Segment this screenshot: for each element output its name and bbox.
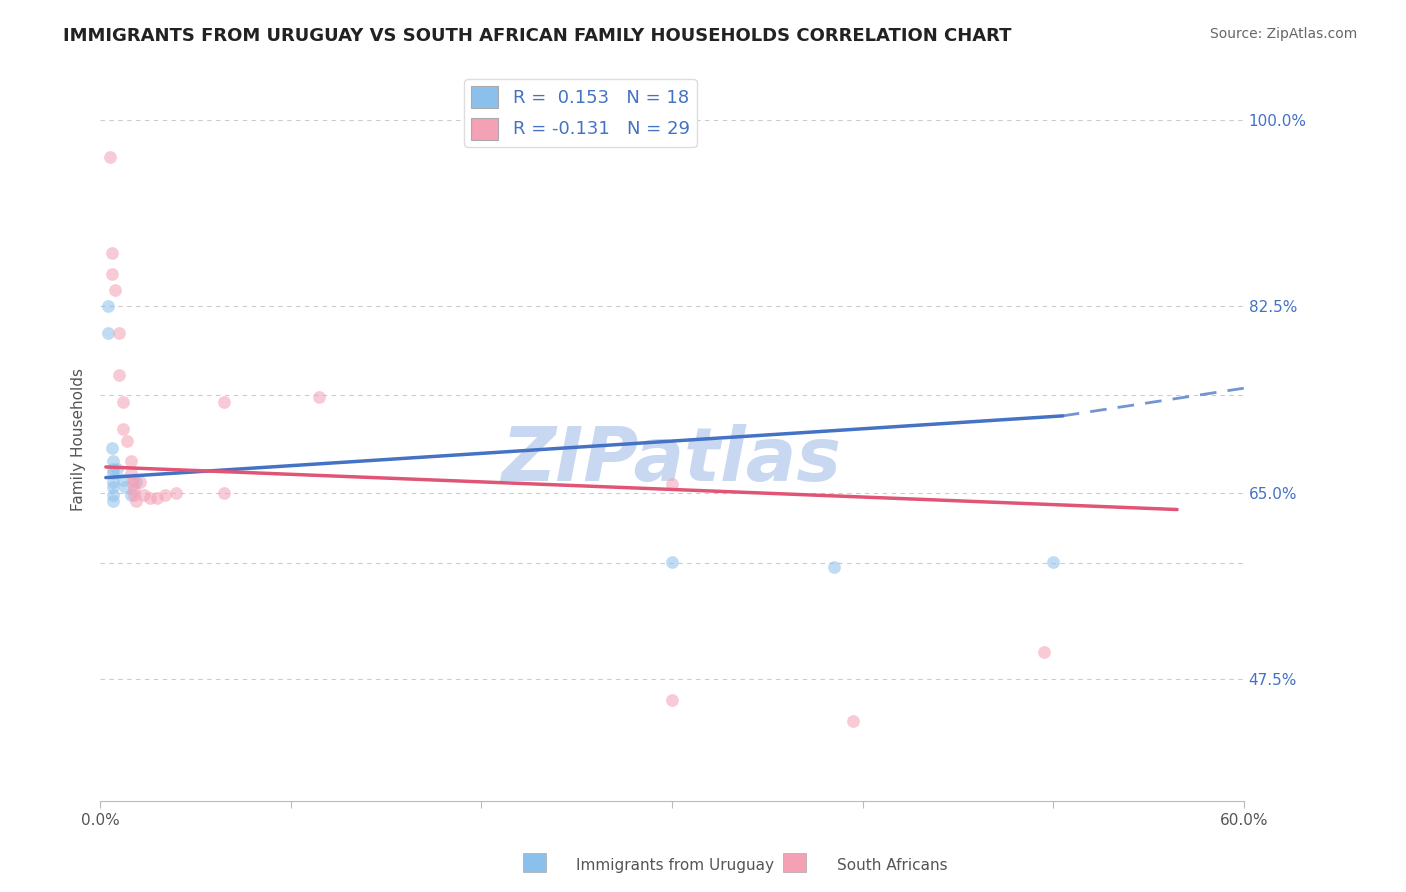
Point bbox=[114, 480, 136, 494]
Point bbox=[98, 150, 121, 164]
Point bbox=[1042, 555, 1064, 569]
Point bbox=[308, 390, 330, 404]
Text: South Africans: South Africans bbox=[837, 858, 948, 872]
Point bbox=[97, 326, 120, 340]
Legend: R =  0.153   N = 18, R = -0.131   N = 29: R = 0.153 N = 18, R = -0.131 N = 29 bbox=[464, 79, 697, 147]
Point bbox=[100, 268, 122, 282]
Point bbox=[103, 462, 125, 476]
Point bbox=[823, 560, 845, 574]
Point bbox=[111, 422, 134, 436]
Point bbox=[108, 368, 131, 383]
Point bbox=[124, 483, 146, 498]
Point bbox=[121, 473, 143, 487]
Point bbox=[111, 473, 134, 487]
Point bbox=[105, 462, 128, 476]
Point bbox=[97, 299, 120, 313]
Point bbox=[120, 467, 142, 481]
Point bbox=[108, 326, 131, 340]
Point bbox=[661, 555, 683, 569]
Point bbox=[111, 395, 134, 409]
Text: ZIPatlas: ZIPatlas bbox=[502, 425, 842, 498]
Point bbox=[103, 494, 125, 508]
Text: IMMIGRANTS FROM URUGUAY VS SOUTH AFRICAN FAMILY HOUSEHOLDS CORRELATION CHART: IMMIGRANTS FROM URUGUAY VS SOUTH AFRICAN… bbox=[63, 27, 1012, 45]
Point bbox=[100, 246, 122, 260]
Point bbox=[103, 453, 125, 467]
Point bbox=[661, 693, 683, 707]
Point bbox=[146, 491, 169, 505]
Point bbox=[842, 714, 865, 729]
Point bbox=[103, 467, 125, 481]
Point bbox=[1032, 645, 1054, 659]
Point bbox=[212, 395, 235, 409]
Point bbox=[153, 488, 176, 502]
Point bbox=[121, 477, 143, 491]
Point bbox=[120, 453, 142, 467]
Point bbox=[103, 480, 125, 494]
Point bbox=[165, 485, 187, 500]
Y-axis label: Family Households: Family Households bbox=[72, 368, 86, 511]
Point bbox=[138, 491, 160, 505]
Point bbox=[661, 477, 683, 491]
Point bbox=[212, 485, 235, 500]
Point bbox=[104, 283, 127, 297]
Point bbox=[115, 434, 138, 449]
Point bbox=[120, 488, 142, 502]
Text: Source: ZipAtlas.com: Source: ZipAtlas.com bbox=[1209, 27, 1357, 41]
Point bbox=[132, 488, 155, 502]
Point bbox=[100, 441, 122, 455]
Point bbox=[124, 488, 146, 502]
Point bbox=[129, 475, 152, 489]
Point bbox=[125, 494, 148, 508]
Point bbox=[103, 475, 125, 489]
Point bbox=[103, 488, 125, 502]
Text: Immigrants from Uruguay: Immigrants from Uruguay bbox=[576, 858, 775, 872]
Point bbox=[125, 475, 148, 489]
